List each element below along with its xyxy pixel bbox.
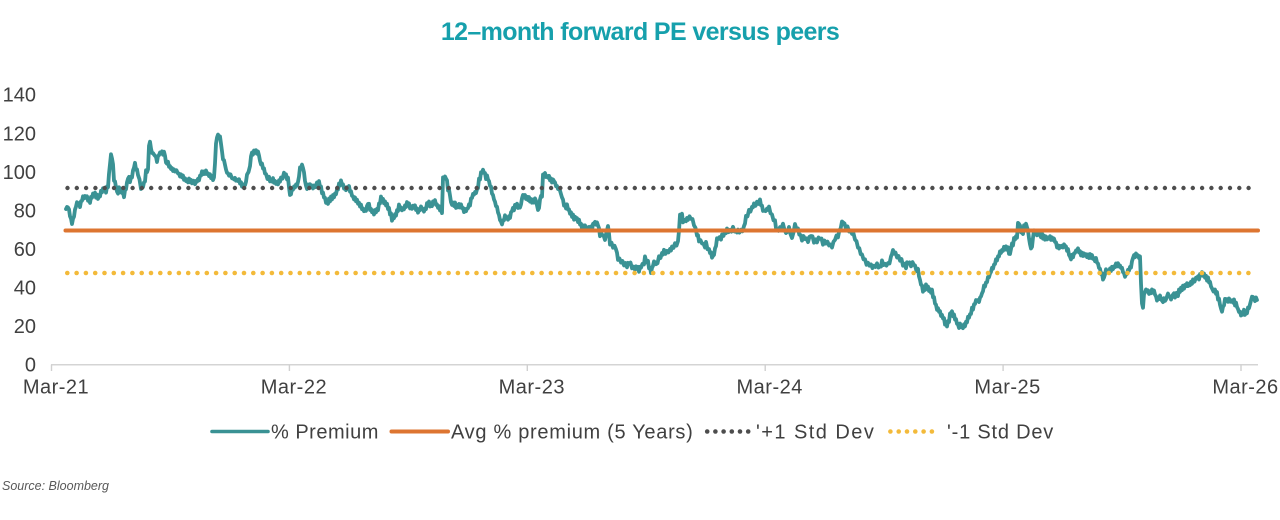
svg-text:'-1 Std Dev: '-1 Std Dev	[947, 421, 1054, 443]
svg-text:Mar-21: Mar-21	[23, 377, 89, 399]
svg-text:Mar-23: Mar-23	[499, 377, 565, 399]
svg-text:120: 120	[3, 123, 36, 145]
svg-text:Source: Bloomberg: Source: Bloomberg	[2, 479, 109, 493]
svg-text:% Premium: % Premium	[271, 421, 379, 443]
svg-text:60: 60	[14, 239, 36, 261]
svg-text:40: 40	[14, 278, 36, 300]
svg-text:Avg % premium (5 Years): Avg % premium (5 Years)	[451, 421, 694, 443]
svg-text:Mar-26: Mar-26	[1212, 377, 1278, 399]
svg-text:140: 140	[3, 85, 36, 107]
svg-text:0: 0	[25, 355, 36, 377]
svg-text:Mar-22: Mar-22	[261, 377, 327, 399]
svg-text:Mar-24: Mar-24	[737, 377, 803, 399]
svg-text:80: 80	[14, 200, 36, 222]
svg-text:12–month forward PE versus pee: 12–month forward PE versus peers	[441, 18, 839, 46]
svg-text:'+1 Std Dev: '+1 Std Dev	[756, 421, 875, 443]
svg-text:Mar-25: Mar-25	[974, 377, 1040, 399]
svg-text:100: 100	[3, 162, 36, 184]
svg-text:20: 20	[14, 316, 36, 338]
